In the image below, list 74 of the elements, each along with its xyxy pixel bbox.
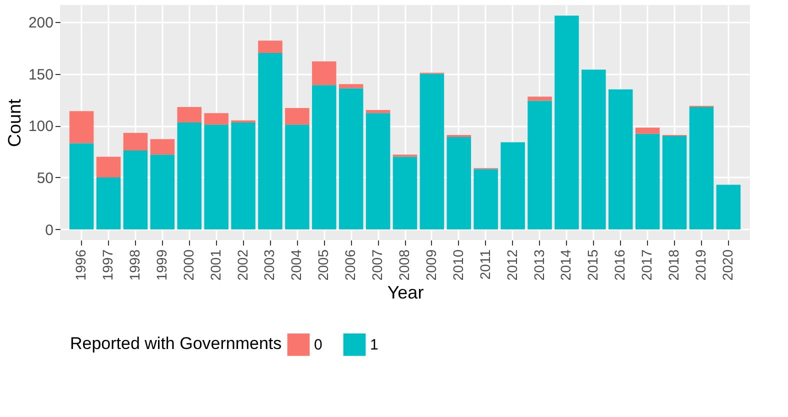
y-tick-label: 150: [28, 66, 54, 84]
bar: [635, 128, 660, 134]
bar: [635, 134, 660, 230]
legend-label: 0: [314, 336, 322, 354]
x-tick-label: 2019: [692, 249, 708, 281]
x-tick-label: 2010: [450, 249, 466, 281]
bar: [258, 40, 282, 54]
bar: [96, 177, 121, 230]
y-tick-label: 100: [28, 118, 54, 136]
x-tick-label: 2002: [234, 249, 250, 281]
x-tick-label: 2008: [396, 249, 412, 281]
y-axis-title: Count: [4, 98, 24, 148]
bar: [420, 74, 444, 230]
bar: [69, 111, 94, 144]
bar: [582, 70, 606, 230]
x-tick-label: 2006: [342, 249, 358, 281]
x-tick-label: 2011: [476, 249, 493, 280]
x-tick-label: 2009: [422, 249, 439, 281]
x-tick-label: 2003: [261, 249, 278, 281]
bar: [312, 85, 336, 230]
x-tick-label: 1997: [100, 249, 116, 281]
bar: [204, 113, 228, 125]
bar: [689, 106, 714, 230]
bar: [177, 106, 202, 122]
bar: [285, 108, 310, 125]
bar: [312, 61, 336, 86]
bar: [123, 150, 148, 230]
x-tick-label: 2004: [288, 249, 304, 281]
y-tick-label: 0: [45, 222, 54, 239]
x-tick-label: 2013: [530, 249, 547, 281]
x-tick-label: 2017: [638, 249, 655, 281]
x-tick-label: 2020: [719, 249, 736, 281]
bar: [366, 113, 390, 230]
bar: [392, 156, 418, 230]
y-tick-label: 200: [28, 14, 54, 32]
bar: [123, 132, 148, 150]
bar: [69, 143, 94, 230]
legend-title: Reported with Governments: [70, 334, 282, 353]
bar: [528, 96, 552, 101]
x-tick-label: 2015: [584, 249, 601, 281]
bar: [716, 184, 741, 230]
bar: [150, 154, 175, 230]
x-tick-label: 2018: [666, 249, 682, 281]
bar: [204, 124, 228, 230]
bar: [96, 156, 121, 178]
bar: [608, 89, 633, 230]
x-tick-label: 2016: [612, 249, 628, 281]
bar: [231, 122, 256, 230]
bar: [285, 124, 310, 230]
bar: [662, 136, 687, 230]
x-tick-label: 2005: [315, 249, 332, 281]
bar: [474, 169, 498, 230]
bar: [446, 134, 472, 138]
x-tick-label: 2014: [558, 249, 574, 281]
x-tick-label: 2012: [504, 249, 520, 281]
x-tick-label: 1998: [126, 249, 142, 281]
bar: [338, 88, 364, 230]
bar: [177, 122, 202, 230]
x-tick-label: 1996: [72, 249, 89, 281]
bar: [554, 16, 579, 230]
x-tick-label: 2001: [207, 249, 224, 281]
bar: [258, 53, 282, 230]
bar: [446, 137, 472, 230]
bar: [150, 139, 175, 155]
legend-label: 1: [370, 336, 378, 354]
bar: [500, 142, 525, 230]
x-tick-label: 2007: [369, 249, 386, 281]
x-tick-label: 2000: [180, 249, 196, 281]
y-tick-label: 50: [36, 170, 54, 187]
x-axis-title: Year: [387, 282, 424, 303]
bar: [338, 84, 364, 88]
x-tick-label: 1999: [153, 249, 170, 281]
bar: [528, 100, 552, 230]
bar: [366, 110, 390, 114]
